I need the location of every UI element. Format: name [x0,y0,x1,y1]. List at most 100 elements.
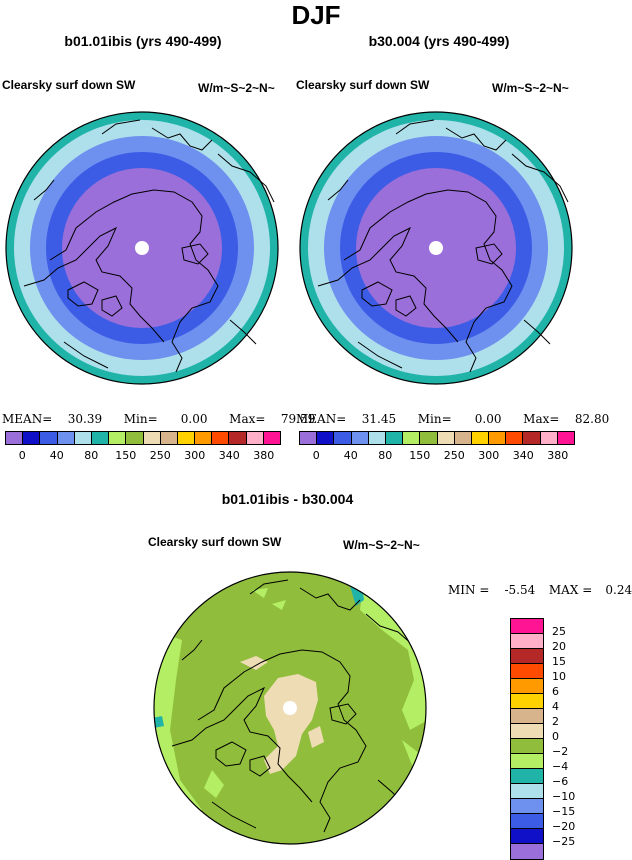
panel-right-coastline-0 [343,189,513,373]
difference-colorbar-swatch [511,844,543,859]
panel-right-colorbar-labels: 0 40 80 150 250 300 340 380 [299,449,575,463]
difference-colorbar-label: 15 [552,655,566,668]
panel-right-colorbar-swatch [385,432,404,444]
panel-right-colorbar-label: 340 [512,449,534,462]
panel-left-colorbar-swatch [126,432,144,444]
difference-colorbar-label: −20 [552,820,576,833]
difference-colorbar [510,618,544,860]
panel-right-colorbar-swatch [540,432,558,444]
difference-colorbar-swatch [511,799,543,814]
panel-right-coastline-1 [317,226,459,343]
panel-left-map [4,110,280,386]
panel-left-coastline-5 [217,153,275,203]
panel-left-colorbar-swatch [23,432,41,444]
difference-min-label: MIN = [448,583,490,597]
panel-right-stats: MEAN= 31.45 Min= 0.00 Max= 82.80 [296,412,609,426]
difference-coastline-4 [329,703,357,725]
difference-colorbar-swatch [511,679,543,694]
panel-left-max-value: 79.59 [280,412,316,426]
panel-right-colorbar-swatch [368,432,386,444]
difference-min-value: -5.54 [504,583,536,597]
panel-right-coastline-6 [395,119,435,135]
panel-right-variable: Clearsky surf down SW [296,78,430,92]
panel-right-colorbar-label: 300 [478,449,500,462]
difference-map-border [153,571,427,845]
panel-right-min-value: 0.00 [474,412,502,426]
panel-right-map [298,110,574,386]
difference-colorbar-label: 0 [552,730,559,743]
difference-pole-hole [283,701,297,715]
panel-left-stats: MEAN= 30.39 Min= 0.00 Max= 79.59 [2,412,315,426]
panel-left-case-title: b01.01ibis (yrs 490-499) [64,33,222,49]
panel-right-colorbar-swatch [351,432,369,444]
panel-left-coastline-4 [181,243,209,265]
panel-right-colorbar-swatch [557,432,574,444]
panel-left-colorbar-swatch [91,432,110,444]
difference-tan-region-1 [240,656,268,670]
panel-left-coastline-2 [67,281,99,307]
panel-right-colorbar [299,431,575,445]
panel-left-colorbar-swatch [246,432,264,444]
panel-left-coastline-3 [101,295,123,317]
panel-right-colorbar-label: 40 [343,449,358,462]
panel-right-colorbar-label: 150 [409,449,431,462]
panel-left-colorbar-swatch [143,432,161,444]
difference-coastline-2 [215,741,247,767]
difference-tan-region-2 [308,726,324,748]
difference-colorbar-swatch [511,709,543,724]
difference-light-region-3 [204,770,224,798]
panel-right-colorbar-label: 0 [312,449,320,462]
difference-colorbar-swatch [511,784,543,799]
difference-coastline-10 [211,801,257,829]
difference-colorbar-swatch [511,829,543,844]
panel-right-map-border [299,111,573,385]
difference-coastline-6 [249,579,289,595]
panel-right-colorbar-swatch [489,432,507,444]
difference-colorbar-swatch [511,739,543,754]
difference-light-region-4 [252,588,268,598]
difference-colorbar-label: −10 [552,790,576,803]
panel-right-colorbar-label: 250 [443,449,465,462]
panel-right-coastline-9 [523,319,551,345]
panel-left-colorbar-swatch [212,432,230,444]
panel-left-colorbar-label: 0 [18,449,26,462]
difference-max-label: MAX = [548,583,593,597]
panel-right-colorbar-swatch [506,432,524,444]
difference-map [152,570,428,846]
panel-left-units: W/m~S~2~N~ [198,81,275,95]
difference-colorbar-swatch [511,664,543,679]
panel-right-colorbar-swatch [523,432,541,444]
panel-left-colorbar-swatch [40,432,58,444]
panel-left-colorbar-swatch [229,432,247,444]
panel-left-min-label: Min= [123,412,158,426]
difference-max-value: 0.24 [605,583,632,597]
difference-stats: MIN = -5.54 MAX = 0.24 [448,583,632,597]
panel-right-mean-label: MEAN= [296,412,347,426]
difference-colorbar-label: 20 [552,640,566,653]
panel-right-colorbar-swatch [403,432,421,444]
difference-coastline-3 [249,755,271,777]
panel-left-colorbar-label: 150 [115,449,137,462]
panel-right-colorbar-swatch [471,432,490,444]
panel-right-units: W/m~S~2~N~ [492,81,569,95]
panel-right-coastline-2 [361,281,393,307]
panel-left-colorbar-label: 80 [84,449,99,462]
difference-colorbar-label: −15 [552,805,576,818]
difference-colorbar-label: 25 [552,625,566,638]
panel-right-polar-map [299,111,573,385]
panel-right-colorbar-label: 380 [547,449,569,462]
panel-left-coastline-8 [33,179,55,201]
difference-coastline-8 [181,639,203,661]
panel-right-colorbar-swatch [437,432,455,444]
panel-right-colorbar-swatch [300,432,318,444]
panel-left-coastline-9 [229,319,257,345]
panel-left-colorbar-label: 380 [253,449,275,462]
difference-polar-map [153,571,427,845]
difference-colorbar-label: −4 [552,760,569,773]
panel-left-colorbar [5,431,281,445]
panel-right-colorbar-label: 80 [378,449,393,462]
difference-coastline-0 [197,649,367,833]
panel-left-mean-value: 30.39 [67,412,103,426]
difference-colorbar-swatch [511,619,543,634]
panel-right-coastline-4 [475,243,503,265]
